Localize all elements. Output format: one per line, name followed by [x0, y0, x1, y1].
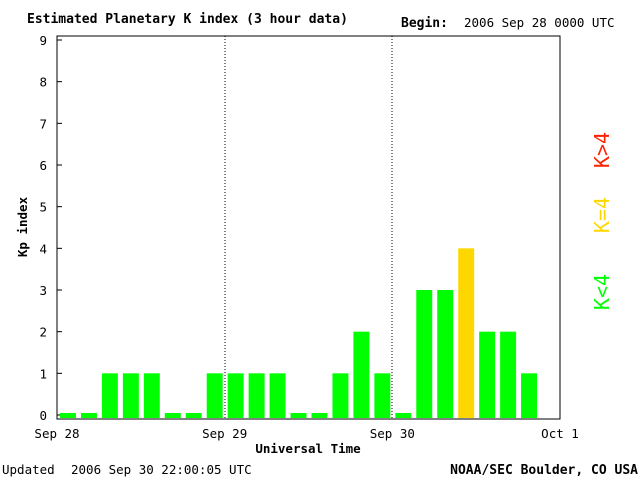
kp-bar — [416, 290, 433, 418]
kp-bar — [248, 373, 265, 418]
y-tick-label: 1 — [39, 366, 47, 381]
y-tick-label: 7 — [39, 116, 47, 131]
x-tick-label: Sep 30 — [370, 426, 415, 441]
kp-bar — [290, 413, 307, 418]
plot-frame — [56, 35, 561, 420]
kp-bar — [164, 413, 181, 418]
y-tick-label: 5 — [39, 200, 47, 215]
source-credit: NOAA/SEC Boulder, CO USA — [450, 463, 638, 478]
begin-label: Begin: — [401, 16, 448, 31]
x-axis-ticks: Sep 28 Sep 29 Sep 30 Oct 1 — [34, 426, 578, 441]
kp-bar — [269, 373, 286, 418]
y-tick-label: 3 — [39, 283, 47, 298]
y-tick-label: 6 — [39, 158, 47, 173]
kp-bar — [185, 413, 202, 418]
y-tick-label: 0 — [39, 408, 47, 423]
x-tick-label: Sep 28 — [34, 426, 79, 441]
kp-bar — [227, 373, 244, 418]
kp-bar — [437, 290, 454, 418]
kp-bar — [101, 373, 118, 418]
begin-value: 2006 Sep 28 0000 UTC — [464, 15, 615, 30]
kp-bar — [500, 331, 517, 418]
kp-bar — [60, 413, 76, 418]
y-tick-label: 8 — [39, 75, 47, 90]
x-tick-label: Oct 1 — [541, 426, 579, 441]
kp-bar — [332, 373, 349, 418]
x-tick-label: Sep 29 — [202, 426, 247, 441]
kp-bar — [521, 373, 538, 418]
kp-bar — [458, 248, 475, 418]
chart-title: Estimated Planetary K index (3 hour data… — [27, 12, 348, 27]
kp-bar — [374, 373, 391, 418]
y-tick-label: 4 — [39, 241, 47, 256]
legend-k-less-4: K<4 — [590, 274, 614, 310]
bar-series — [60, 248, 538, 418]
updated-value: 2006 Sep 30 22:00:05 UTC — [71, 462, 252, 477]
kp-bar — [311, 413, 328, 418]
y-tick-label: 9 — [39, 33, 47, 48]
updated-label: Updated — [2, 462, 55, 477]
y-axis-title: Kp index — [15, 196, 30, 257]
legend-k-greater-4: K>4 — [590, 132, 614, 168]
y-axis-ticks: 0 1 2 3 4 5 6 7 8 9 — [39, 33, 62, 423]
kp-bar — [143, 373, 160, 418]
y-tick-label: 2 — [39, 325, 47, 340]
legend-k-equal-4: K=4 — [590, 197, 614, 233]
kp-bar — [479, 331, 496, 418]
kp-bar — [395, 413, 412, 418]
x-axis-title: Universal Time — [255, 441, 361, 456]
kp-bar — [122, 373, 139, 418]
kp-bar — [80, 413, 97, 418]
kp-bar — [206, 373, 223, 418]
kp-bar — [353, 331, 370, 418]
